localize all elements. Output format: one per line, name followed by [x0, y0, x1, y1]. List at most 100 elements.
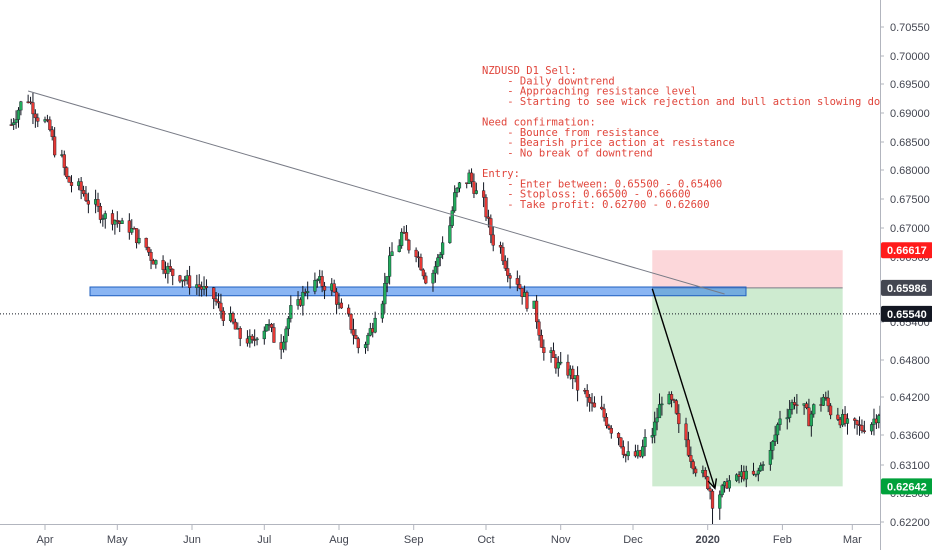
candle-body [120, 220, 124, 224]
candle-body [113, 220, 117, 225]
candle-body [498, 245, 503, 248]
price-tick-label: 0.64800 [890, 355, 930, 367]
candle-body [137, 237, 141, 244]
drawings-layer[interactable] [0, 90, 880, 490]
candle-body [130, 228, 134, 233]
candle-body [694, 468, 698, 474]
candle-body [127, 220, 131, 233]
candle-body [424, 275, 428, 284]
candle-body [265, 324, 269, 332]
candle-body [233, 321, 237, 330]
candle-body [385, 276, 389, 284]
candle-body [221, 310, 225, 321]
candle-body [289, 305, 293, 319]
candle-body [727, 480, 731, 489]
candle-body [575, 375, 580, 391]
candle-body [710, 490, 715, 509]
candle-body [491, 234, 495, 246]
candle-body [585, 390, 589, 398]
time-axis[interactable]: Apr May Jun Jul Aug Sep Oct Nov Dec 2020 Feb Mar [0, 524, 880, 547]
candle-body [792, 402, 797, 405]
candle-body [400, 231, 404, 246]
candle-body [431, 272, 435, 284]
annotation-line: - Bounce from resistance [482, 127, 659, 139]
candle-body [686, 439, 691, 456]
resistance-zone-rect [89, 286, 747, 297]
short-position-box[interactable] [652, 250, 843, 487]
price-tick-label: 0.62200 [890, 517, 930, 529]
candle-body [869, 424, 874, 432]
candle-body [515, 278, 519, 285]
candle-body [775, 424, 780, 436]
candle-body [501, 246, 505, 262]
candle-body [284, 328, 288, 343]
candle-body [53, 136, 57, 156]
candle-body [453, 192, 457, 211]
candle-body [436, 257, 440, 267]
candle-body [388, 255, 392, 277]
candle-body [472, 181, 476, 194]
annotation-line: - Daily downtrend [482, 75, 615, 87]
candle-body [653, 421, 657, 436]
candle-body [706, 476, 710, 489]
candle-body [804, 403, 809, 409]
candle-body [419, 257, 423, 271]
trade-idea-annotation[interactable]: NZDUSD D1 Sell: - Daily downtrend - Appr… [482, 65, 893, 211]
candle-body [212, 287, 216, 300]
resistance-zone[interactable] [89, 286, 747, 297]
candle-body [103, 213, 107, 219]
candle-body [539, 335, 544, 348]
candle-body [214, 298, 218, 302]
candle-body [489, 218, 493, 236]
candle-body [824, 396, 828, 399]
candle-body [525, 292, 529, 309]
candle-body [756, 470, 760, 475]
price-tick-label: 0.70000 [890, 51, 930, 63]
candle-body [98, 206, 103, 220]
candle-body [286, 318, 290, 330]
candle-body [542, 347, 546, 353]
candle-body [621, 446, 625, 455]
price-axis[interactable]: 0.70550 0.70000 0.69500 0.69000 0.68500 0.680… [880, 0, 932, 550]
candle-body [457, 182, 462, 189]
candle-body [397, 245, 401, 252]
price-tag-target-label: 0.62642 [887, 481, 927, 493]
candle-body [62, 154, 66, 168]
annotation-line: - Stoploss: 0.66500 - 0.66600 [482, 189, 691, 201]
candle-body [250, 335, 254, 340]
candle-body [373, 317, 377, 333]
annotation-line: - Enter between: 0.65500 - 0.65400 [482, 178, 722, 190]
candle-body [322, 285, 327, 291]
candle-body [315, 279, 319, 282]
candle-body [441, 242, 445, 255]
price-tag-entry [881, 279, 932, 296]
price-tick-label: 0.69500 [890, 79, 930, 91]
candle-body [616, 433, 621, 439]
candle-body [354, 335, 358, 339]
candle-body [115, 220, 119, 222]
candle-body [50, 129, 54, 137]
candle-body [281, 341, 286, 350]
candle-body [788, 409, 792, 418]
candle-body [708, 488, 712, 492]
candle-body [154, 260, 158, 265]
candle-body [503, 260, 507, 269]
candle-body [518, 284, 522, 289]
candle-body [187, 275, 192, 288]
annotation-line: Entry: [482, 168, 520, 180]
candle-body [455, 187, 459, 193]
candle-body [204, 286, 209, 288]
candle-body [67, 176, 71, 183]
candle-body [809, 413, 813, 427]
candle-body [602, 408, 606, 418]
candle-body [619, 437, 623, 447]
candle-body [474, 190, 478, 194]
candle-body [773, 434, 777, 442]
candle-body [860, 425, 864, 431]
candle-body [347, 307, 351, 315]
time-tick-label: Jul [257, 534, 271, 546]
candle-body [178, 275, 182, 282]
candle-body [877, 415, 881, 424]
candle-body [759, 465, 763, 471]
